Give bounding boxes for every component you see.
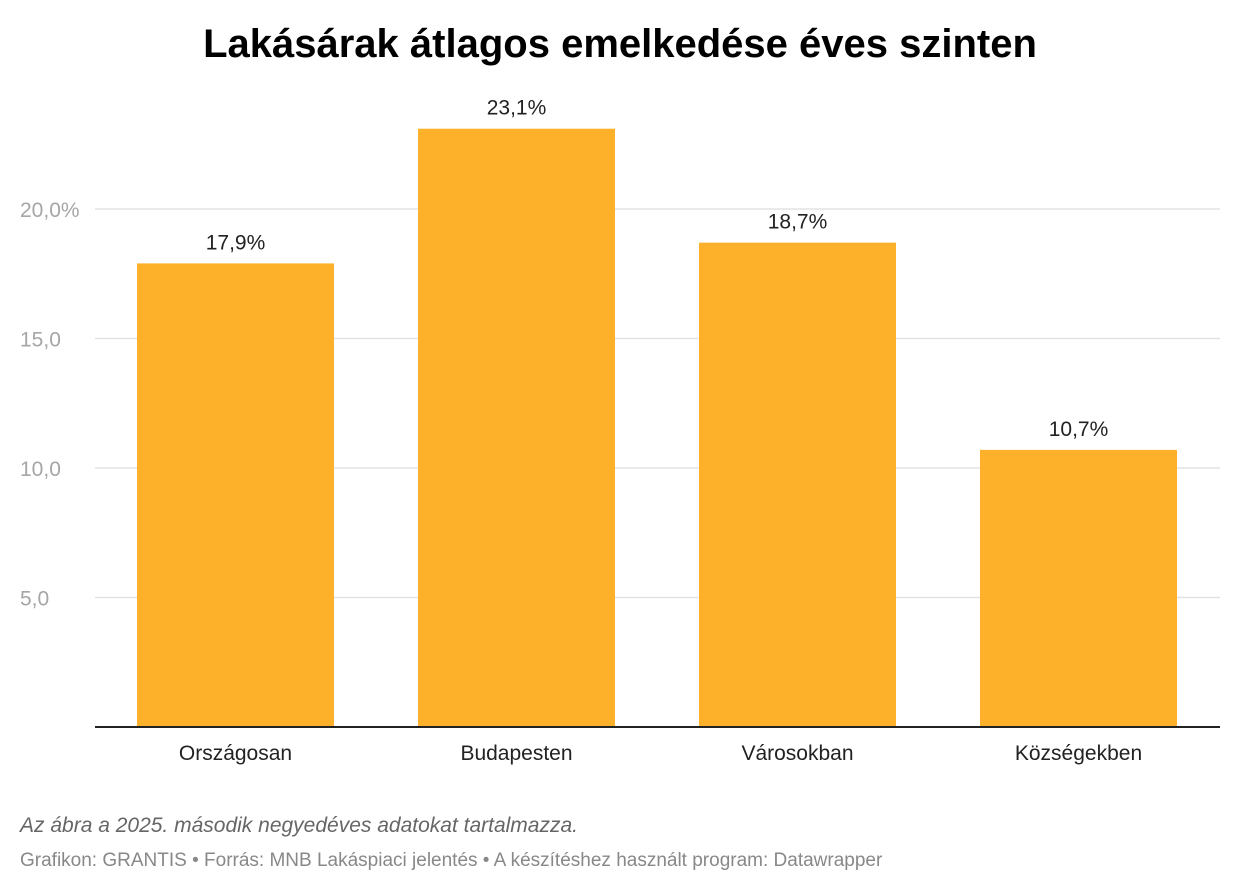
x-tick-label: Budapesten bbox=[460, 742, 572, 765]
chart-note: Az ábra a 2025. második negyedéves adato… bbox=[20, 814, 578, 837]
x-tick-label: Városokban bbox=[741, 742, 853, 765]
x-tick-label: Községekben bbox=[1015, 742, 1142, 765]
chart-byline: Grafikon: GRANTIS • Forrás: MNB Lakáspia… bbox=[20, 850, 883, 871]
bar-value-label: 18,7% bbox=[768, 211, 828, 234]
x-tick-label: Országosan bbox=[179, 742, 292, 765]
bar bbox=[980, 449, 1177, 727]
bar-value-label: 17,9% bbox=[206, 231, 266, 254]
bar-value-label: 10,7% bbox=[1049, 418, 1109, 441]
y-tick-label: 5,0 bbox=[20, 588, 49, 611]
bar bbox=[137, 263, 334, 727]
y-tick-label: 15,0 bbox=[20, 329, 61, 352]
bar bbox=[418, 128, 615, 727]
bar bbox=[699, 242, 896, 728]
y-tick-label: 20,0% bbox=[20, 199, 80, 222]
bar-value-label: 23,1% bbox=[487, 97, 547, 120]
bar-chart: 5,0 10,0 15,0 20,0% 17,9% Országosan 23,1% Buda… bbox=[20, 97, 1220, 765]
chart-title: Lakásárak átlagos emelkedése éves szinte… bbox=[203, 22, 1037, 66]
y-tick-label: 10,0 bbox=[20, 458, 61, 481]
